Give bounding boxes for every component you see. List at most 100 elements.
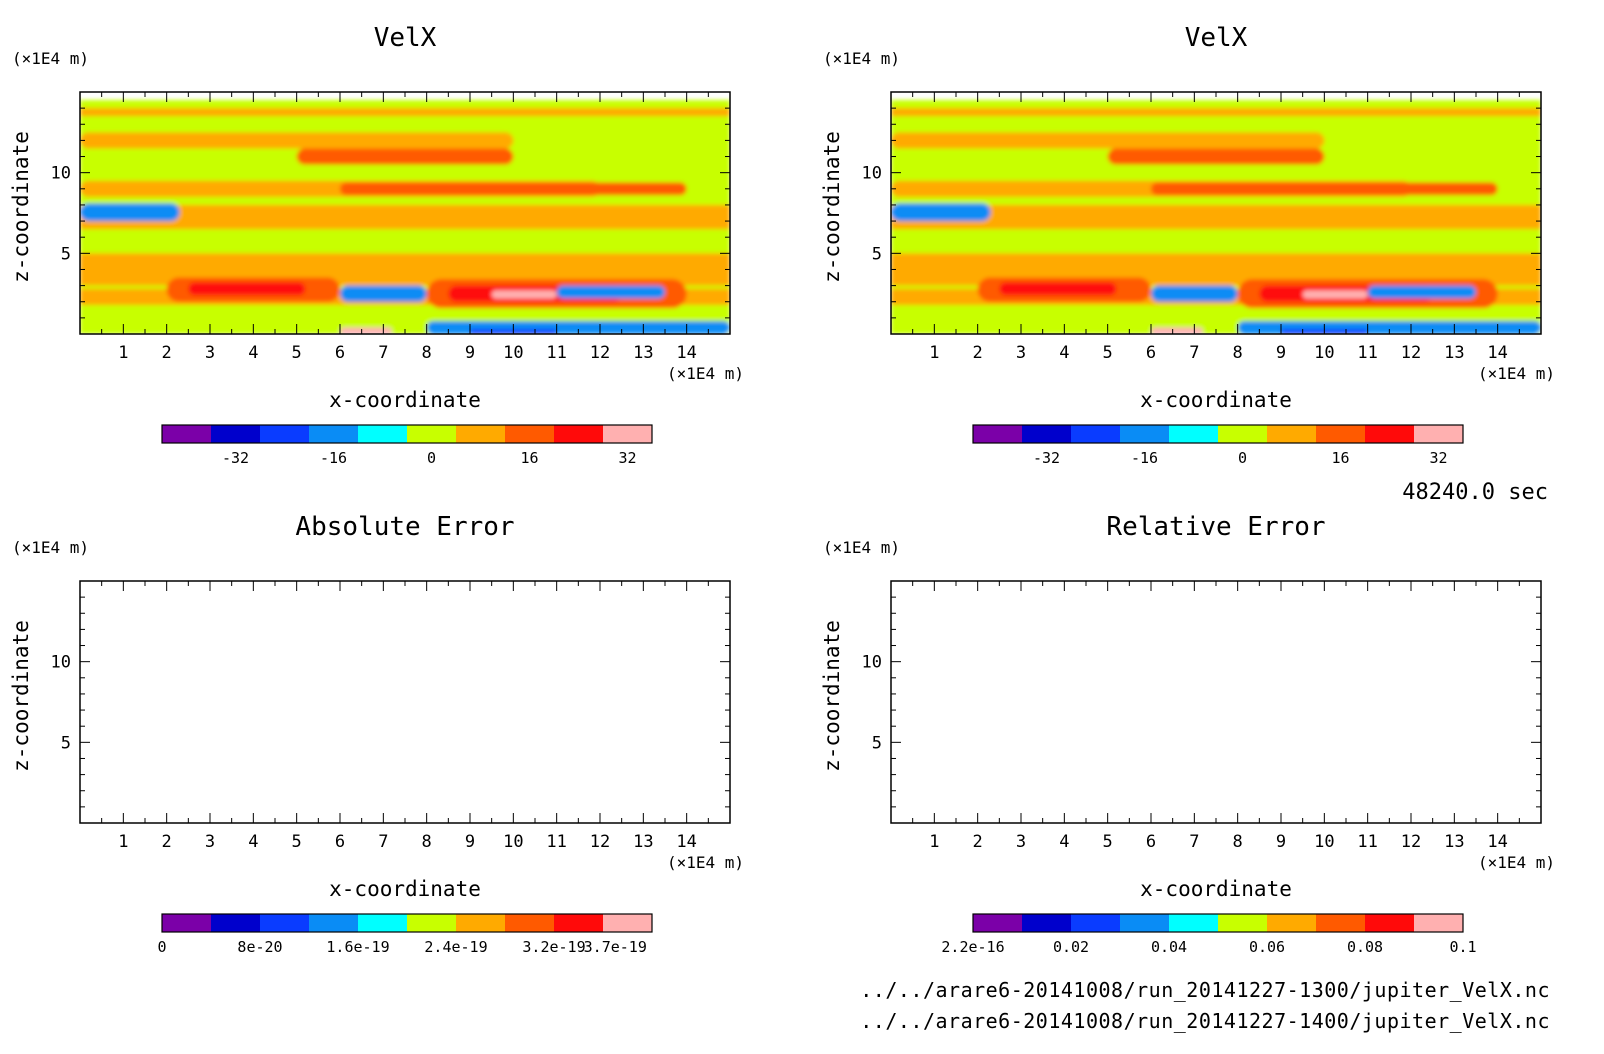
colorbar-tick-label: 2.2e-16 [941, 938, 1004, 956]
y-tick-label: 5 [61, 244, 71, 264]
colorbar-swatch [456, 425, 506, 443]
colorbar-swatch [1414, 914, 1464, 932]
contour-field [80, 100, 730, 334]
time-label: 48240.0 sec [1402, 480, 1548, 505]
colorbar-swatch [1022, 425, 1072, 443]
colorbar-tick-label: -32 [1033, 449, 1060, 467]
colorbar-swatch [1365, 425, 1415, 443]
contour-band [296, 148, 514, 165]
contour-band [80, 132, 514, 149]
contour-band [1302, 290, 1368, 299]
x-tick-label: 12 [1401, 832, 1421, 852]
x-tick-label: 3 [205, 343, 215, 363]
x-axis-label: x-coordinate [329, 877, 481, 901]
x-unit-label: (×1E4 m) [667, 364, 744, 383]
colorbar-tick-label: 0.02 [1053, 938, 1089, 956]
colorbar-tick-label: 3.2e-19 [522, 938, 585, 956]
colorbar-tick-label: 0.04 [1151, 938, 1187, 956]
y-tick-label: 10 [862, 164, 882, 184]
x-tick-label: 11 [546, 832, 566, 852]
x-tick-label: 10 [1314, 343, 1334, 363]
y-tick-label: 10 [862, 653, 882, 673]
x-tick-label: 8 [422, 832, 432, 852]
contour-band [491, 290, 557, 299]
contour-band [80, 108, 730, 117]
y-tick-label: 10 [51, 653, 71, 673]
x-tick-label: 10 [1314, 832, 1334, 852]
colorbar-swatch [260, 425, 310, 443]
colorbar-tick-label: 0 [427, 449, 436, 467]
x-unit-label: (×1E4 m) [1478, 364, 1555, 383]
y-unit-label: (×1E4 m) [823, 538, 900, 557]
x-tick-label: 14 [676, 343, 696, 363]
colorbar-swatch [1267, 425, 1317, 443]
colorbar-tick-label: 1.6e-19 [326, 938, 389, 956]
contour-band [891, 132, 1325, 149]
x-tick-label: 14 [1487, 343, 1507, 363]
x-tick-label: 13 [633, 343, 653, 363]
x-tick-label: 8 [1233, 343, 1243, 363]
colorbar-swatch [505, 425, 555, 443]
x-tick-label: 7 [1189, 832, 1199, 852]
y-tick-label: 5 [872, 733, 882, 753]
x-tick-label: 10 [503, 343, 523, 363]
y-tick-label: 5 [61, 733, 71, 753]
colorbar-swatch [1071, 425, 1121, 443]
x-tick-label: 4 [248, 832, 258, 852]
colorbar-swatch [1316, 425, 1366, 443]
colorbar-swatch [407, 425, 457, 443]
contour-band [80, 203, 180, 222]
contour-band [340, 327, 392, 334]
contour-band [188, 282, 306, 296]
x-tick-label: 12 [590, 343, 610, 363]
panel-title: VelX [1185, 23, 1248, 53]
contour-band [891, 108, 1541, 117]
contour-band [340, 182, 687, 196]
x-tick-label: 8 [1233, 832, 1243, 852]
panel-2: VelX(×1E4 m)1 2 3 4 5 6 7 8 9 10 11 12 13 14510(×1E4 … [820, 23, 1555, 467]
colorbar-tick-label: 0.1 [1449, 938, 1476, 956]
x-tick-label: 9 [465, 832, 475, 852]
colorbar-tick-label: 8e-20 [237, 938, 282, 956]
contour-band [1151, 285, 1238, 302]
colorbar-frame [972, 424, 1464, 444]
colorbar-swatch [358, 425, 408, 443]
colorbar-tick-label: 0 [1238, 449, 1247, 467]
colorbar-tick-label: 16 [520, 449, 538, 467]
colorbar-swatch [1414, 425, 1464, 443]
x-unit-label: (×1E4 m) [667, 853, 744, 872]
x-tick-label: 11 [1357, 343, 1377, 363]
x-tick-label: 14 [676, 832, 696, 852]
y-tick-label: 5 [872, 244, 882, 264]
plot-frame [79, 580, 731, 824]
colorbar-swatch [1365, 914, 1415, 932]
colorbar-swatch [456, 914, 506, 932]
x-tick-label: 7 [1189, 343, 1199, 363]
colorbar-tick-label: 32 [618, 449, 636, 467]
x-tick-label: 2 [162, 343, 172, 363]
contour-band [556, 285, 665, 299]
colorbar-swatch [211, 425, 261, 443]
y-axis-label: z-coordinate [9, 620, 33, 772]
y-unit-label: (×1E4 m) [823, 49, 900, 68]
colorbar-swatch [505, 914, 555, 932]
x-tick-label: 2 [973, 343, 983, 363]
x-tick-label: 10 [503, 832, 523, 852]
x-tick-label: 11 [546, 343, 566, 363]
y-unit-label: (×1E4 m) [12, 538, 89, 557]
x-tick-label: 1 [118, 832, 128, 852]
colorbar-swatch [358, 914, 408, 932]
colorbar-swatch [162, 425, 212, 443]
x-tick-label: 1 [118, 343, 128, 363]
x-axis-label: x-coordinate [329, 388, 481, 412]
x-tick-label: 7 [378, 832, 388, 852]
x-tick-label: 4 [1059, 832, 1069, 852]
panel-title: Absolute Error [295, 512, 514, 542]
colorbar-tick-label: -16 [320, 449, 347, 467]
colorbar-tick-label: 0 [157, 938, 166, 956]
colorbar-swatch [162, 914, 212, 932]
colorbar-swatch [603, 914, 653, 932]
x-tick-label: 4 [248, 343, 258, 363]
panel-4: Relative Error(×1E4 m)1 2 3 4 5 6 7 8 9 10 11 12 13 1… [820, 512, 1555, 956]
colorbar-swatch [554, 914, 604, 932]
